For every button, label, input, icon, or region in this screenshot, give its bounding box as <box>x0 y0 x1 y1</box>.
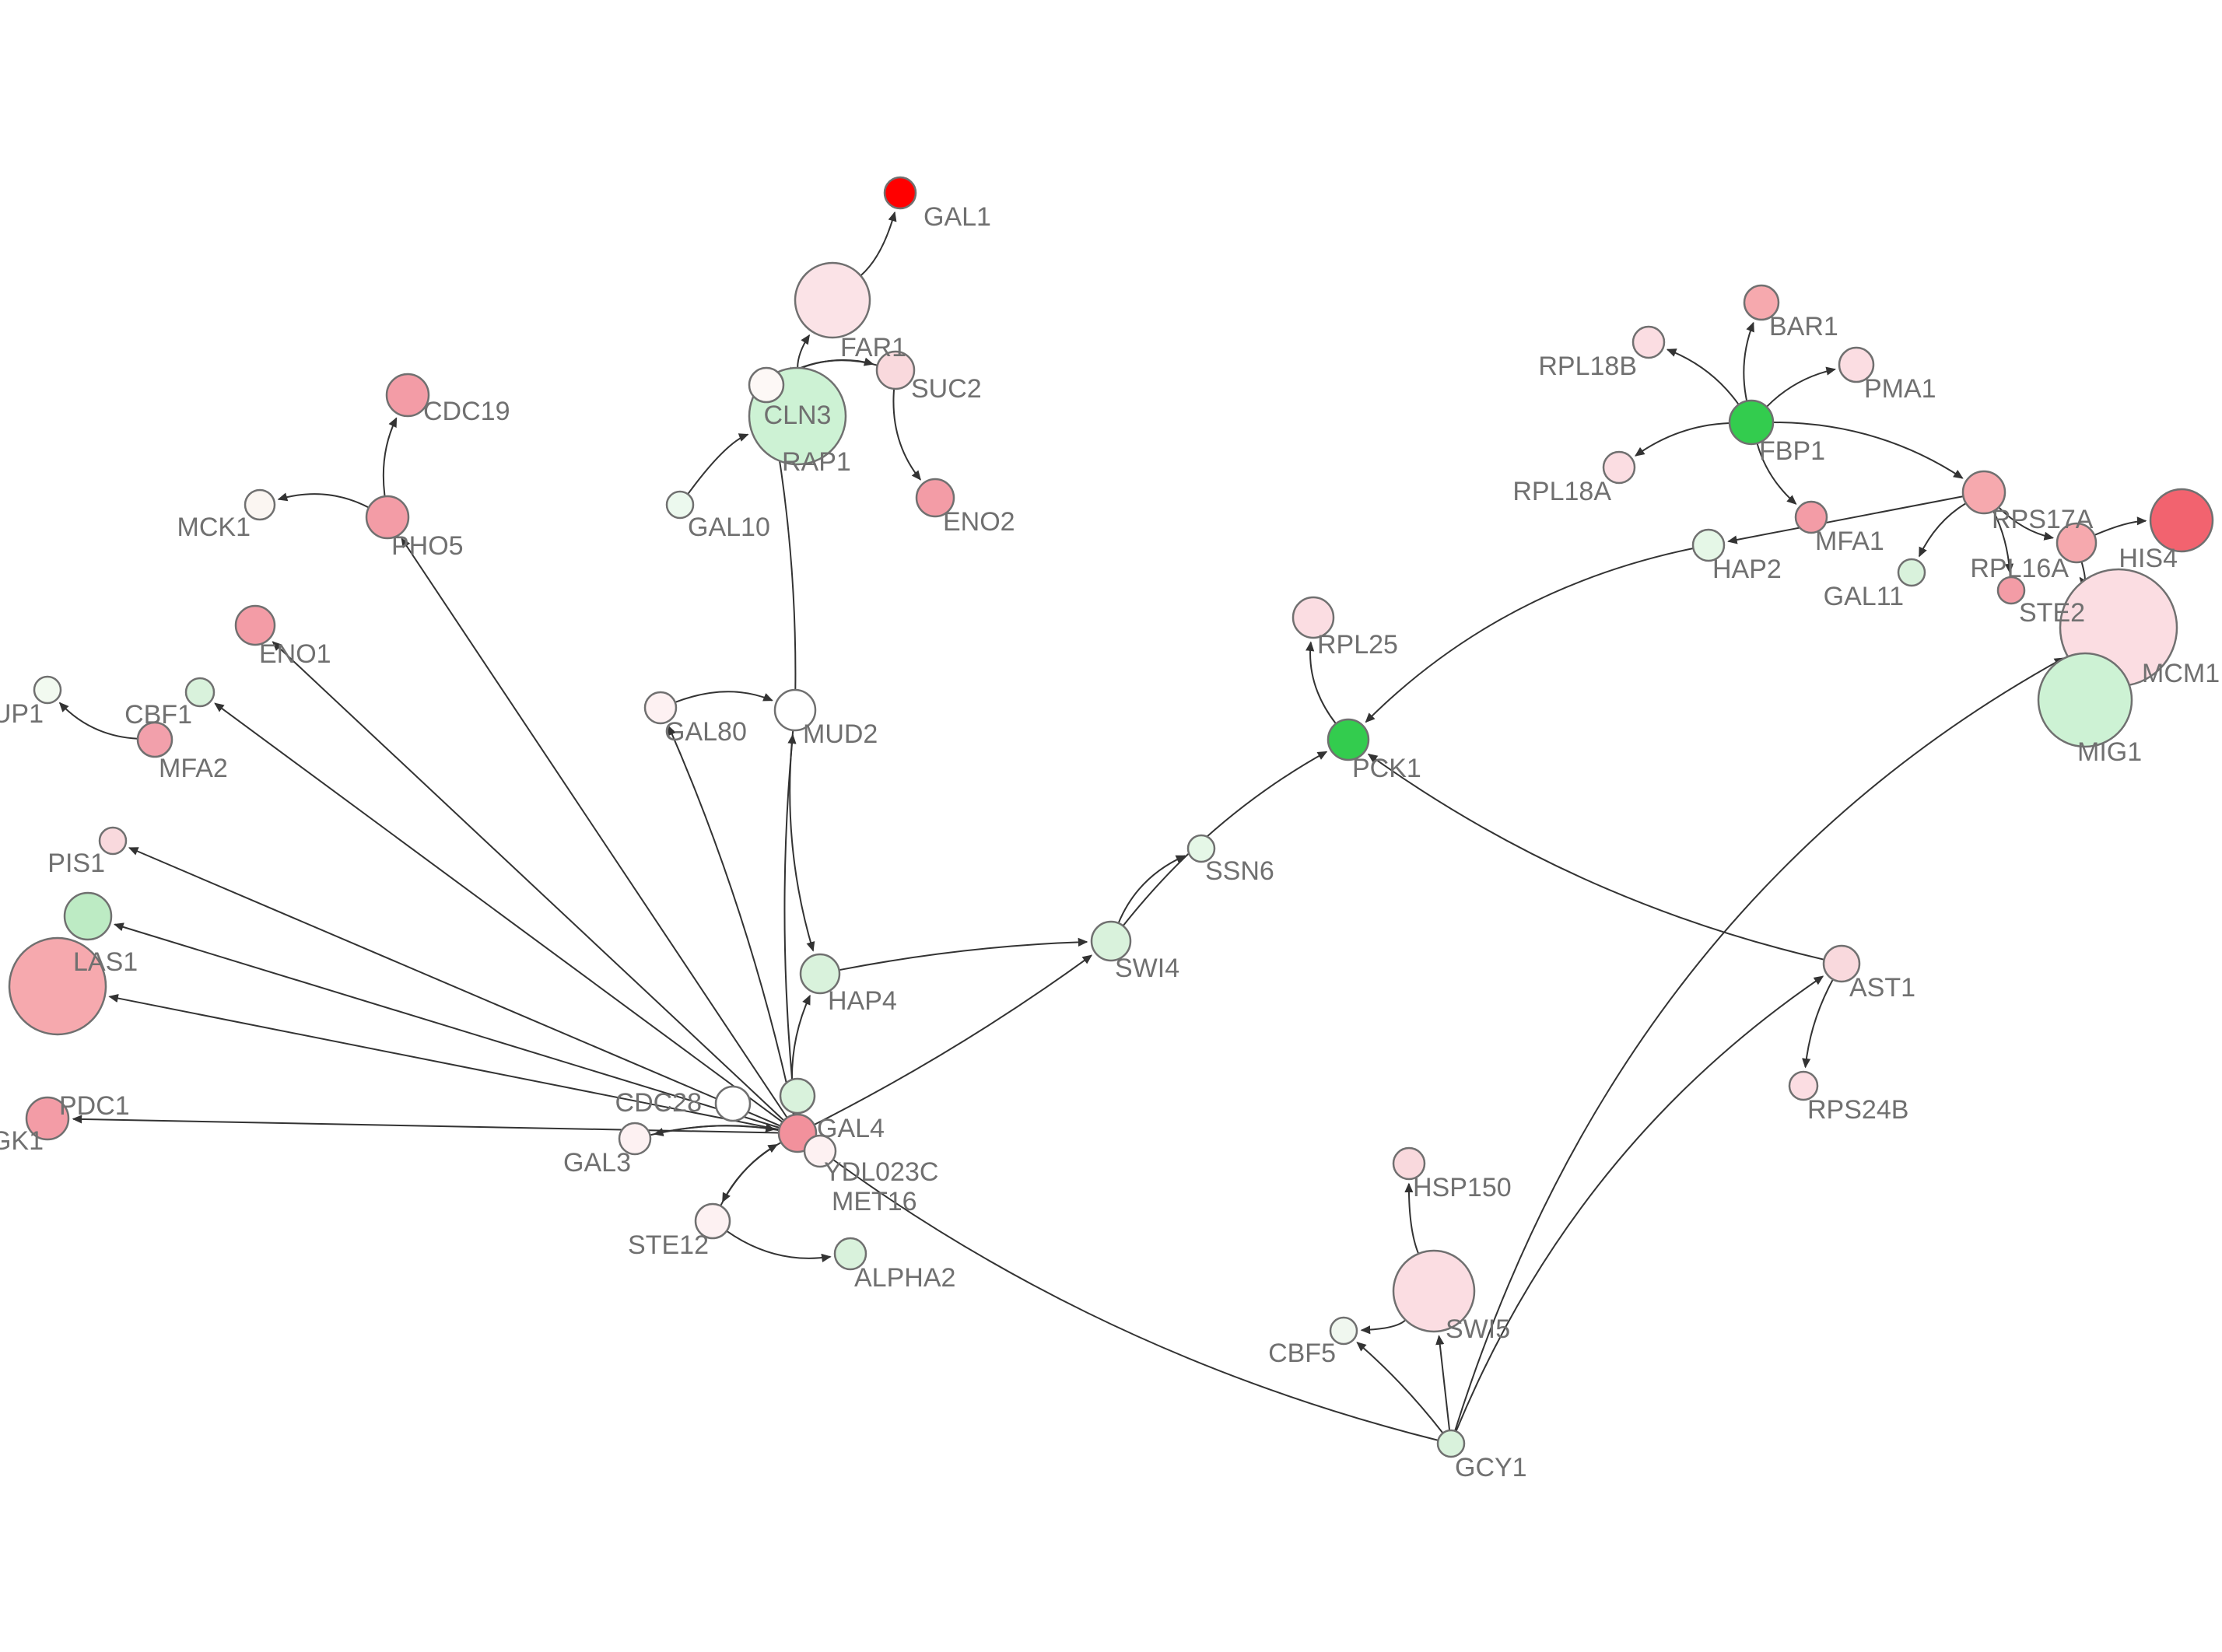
svg-text:PDC1: PDC1 <box>59 1091 130 1121</box>
svg-text:CLN3: CLN3 <box>764 401 832 430</box>
svg-text:RAP1: RAP1 <box>782 447 851 477</box>
svg-text:MCK1: MCK1 <box>177 513 251 542</box>
svg-text:GAL10: GAL10 <box>688 513 770 542</box>
svg-text:ENO1: ENO1 <box>259 639 331 669</box>
svg-text:RPL25: RPL25 <box>1317 630 1398 660</box>
svg-text:HIS4: HIS4 <box>2119 544 2178 573</box>
svg-text:MUD2: MUD2 <box>803 719 878 749</box>
svg-text:SWI5: SWI5 <box>1446 1314 1510 1344</box>
svg-text:STE2: STE2 <box>2019 598 2085 628</box>
svg-text:SWI4: SWI4 <box>1115 954 1179 983</box>
svg-text:HAP4: HAP4 <box>828 986 897 1016</box>
svg-text:STE12: STE12 <box>628 1230 709 1260</box>
svg-text:RPL18A: RPL18A <box>1512 477 1611 506</box>
svg-text:RPL16A: RPL16A <box>1970 554 2069 583</box>
svg-text:ENO2: ENO2 <box>943 507 1015 537</box>
svg-text:RPS17A: RPS17A <box>1992 505 2094 534</box>
svg-text:CDC19: CDC19 <box>423 397 510 426</box>
svg-text:HAP2: HAP2 <box>1712 555 1782 584</box>
svg-text:MCM1: MCM1 <box>2142 659 2220 688</box>
svg-text:PMA1: PMA1 <box>1864 374 1936 404</box>
svg-text:AST1: AST1 <box>1849 973 1915 1003</box>
svg-text:PCK1: PCK1 <box>1352 754 1421 783</box>
svg-text:CBF1: CBF1 <box>124 700 192 730</box>
svg-text:PGK1: PGK1 <box>0 1126 44 1156</box>
svg-text:YDL023C: YDL023C <box>824 1157 938 1187</box>
svg-text:RPL18B: RPL18B <box>1538 352 1637 381</box>
svg-text:PHO5: PHO5 <box>391 531 464 561</box>
svg-text:SUC2: SUC2 <box>911 374 982 404</box>
svg-text:MFA1: MFA1 <box>1815 527 1884 556</box>
svg-text:BAR1: BAR1 <box>1769 312 1838 341</box>
svg-text:SSN6: SSN6 <box>1205 856 1274 886</box>
svg-text:MET16: MET16 <box>832 1187 917 1216</box>
svg-text:ALPHA2: ALPHA2 <box>854 1263 955 1293</box>
svg-text:HSP150: HSP150 <box>1413 1173 1512 1202</box>
svg-text:MIG1: MIG1 <box>2077 737 2142 767</box>
svg-text:GAL80: GAL80 <box>664 717 747 747</box>
svg-text:MFA2: MFA2 <box>159 754 228 783</box>
svg-text:CDC28: CDC28 <box>615 1088 702 1118</box>
svg-text:CBF5: CBF5 <box>1268 1339 1336 1368</box>
svg-text:FAR1: FAR1 <box>840 333 906 362</box>
svg-text:GAL11: GAL11 <box>1824 582 1904 611</box>
svg-text:RPS24B: RPS24B <box>1807 1095 1908 1125</box>
svg-text:GAL4: GAL4 <box>817 1114 885 1143</box>
svg-text:GAL3: GAL3 <box>563 1148 631 1178</box>
svg-text:GCY1: GCY1 <box>1455 1453 1527 1482</box>
svg-text:FBP1: FBP1 <box>1759 436 1825 466</box>
svg-text:LAS1: LAS1 <box>73 947 138 977</box>
svg-text:GAL1: GAL1 <box>923 202 991 232</box>
svg-text:PIS1: PIS1 <box>47 849 105 878</box>
svg-text:TUP1: TUP1 <box>0 699 44 729</box>
